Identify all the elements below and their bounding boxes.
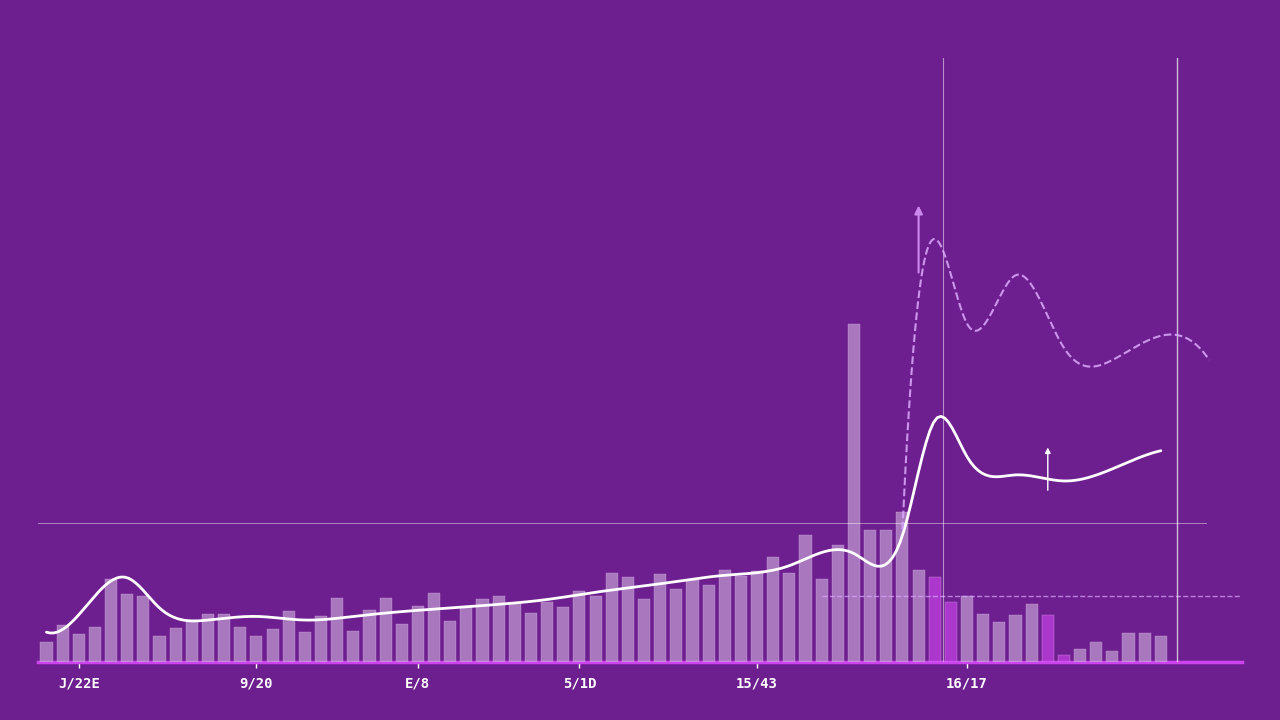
Bar: [1057, 655, 1070, 662]
Bar: [1123, 633, 1134, 662]
Bar: [56, 626, 69, 662]
Bar: [993, 622, 1005, 662]
Bar: [412, 606, 424, 662]
Bar: [671, 588, 682, 662]
Bar: [541, 602, 553, 662]
Bar: [800, 535, 812, 662]
Bar: [88, 626, 101, 662]
Bar: [1010, 615, 1021, 662]
Bar: [622, 577, 634, 662]
Bar: [1042, 616, 1053, 662]
Bar: [590, 596, 602, 662]
Bar: [137, 596, 150, 662]
Bar: [476, 599, 489, 662]
Bar: [525, 613, 538, 662]
Bar: [832, 545, 844, 662]
Bar: [961, 596, 973, 662]
Bar: [703, 585, 714, 662]
Bar: [364, 611, 375, 662]
Bar: [266, 629, 279, 662]
Bar: [719, 570, 731, 662]
Bar: [428, 593, 440, 662]
Bar: [251, 636, 262, 662]
Bar: [493, 595, 504, 662]
Bar: [573, 591, 585, 662]
Bar: [380, 598, 392, 662]
Bar: [73, 634, 84, 662]
Bar: [605, 573, 618, 662]
Bar: [202, 613, 214, 662]
Bar: [283, 611, 294, 662]
Bar: [218, 614, 230, 662]
Bar: [396, 624, 408, 662]
Bar: [154, 636, 165, 662]
Bar: [735, 576, 748, 662]
Bar: [751, 571, 763, 662]
Bar: [332, 598, 343, 662]
Bar: [896, 512, 909, 662]
Bar: [913, 570, 924, 662]
Bar: [783, 573, 795, 662]
Bar: [977, 614, 989, 662]
Bar: [767, 557, 780, 662]
Bar: [41, 642, 52, 662]
Bar: [298, 631, 311, 662]
Bar: [461, 607, 472, 662]
Bar: [1091, 642, 1102, 662]
Bar: [1155, 636, 1167, 662]
Bar: [945, 602, 957, 662]
Bar: [315, 616, 328, 662]
Bar: [444, 621, 456, 662]
Bar: [654, 575, 667, 662]
Bar: [234, 626, 246, 662]
Bar: [347, 631, 360, 662]
Bar: [847, 324, 860, 662]
Bar: [186, 620, 198, 662]
Bar: [815, 579, 828, 662]
Bar: [686, 580, 699, 662]
Bar: [864, 530, 877, 662]
Bar: [1139, 634, 1151, 662]
Bar: [637, 599, 650, 662]
Bar: [1074, 649, 1087, 662]
Bar: [881, 529, 892, 662]
Bar: [1025, 604, 1038, 662]
Bar: [1106, 651, 1119, 662]
Bar: [929, 577, 941, 662]
Bar: [105, 579, 118, 662]
Bar: [122, 595, 133, 662]
Bar: [170, 629, 182, 662]
Bar: [508, 603, 521, 662]
Bar: [557, 606, 570, 662]
